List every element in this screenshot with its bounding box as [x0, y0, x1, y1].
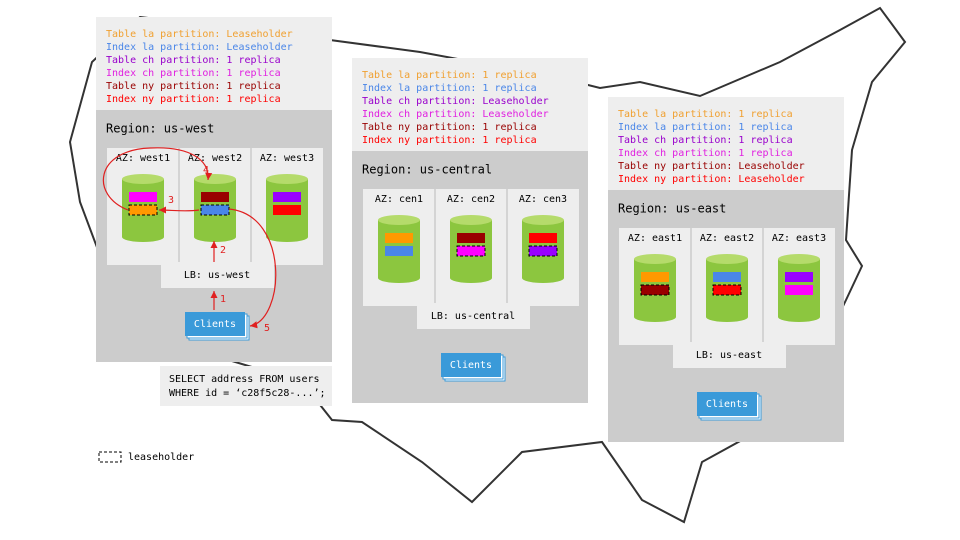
range: [129, 192, 157, 202]
node-cylinder-top: [378, 215, 420, 225]
partition-line: Table la partition: 1 replica: [362, 70, 537, 81]
step-number: 2: [220, 245, 226, 256]
range: [785, 285, 813, 295]
load-balancer-label: LB: us-west: [184, 270, 250, 281]
range: [385, 233, 413, 243]
partition-line: Table ch partition: Leaseholder: [362, 96, 549, 107]
clients-label: Clients: [194, 319, 236, 330]
range: [385, 246, 413, 256]
partition-line: Table ny partition: 1 replica: [106, 81, 281, 92]
node-cylinder-top: [522, 215, 564, 225]
node-cylinder-top: [122, 174, 164, 184]
node-cylinder-top: [634, 254, 676, 264]
range: [200, 204, 230, 216]
range: [641, 272, 669, 282]
partition-panel: [352, 58, 588, 151]
partition-line: Index ch partition: 1 replica: [106, 68, 281, 79]
partition-line: Index ny partition: Leaseholder: [618, 174, 805, 185]
range: [201, 192, 229, 202]
partition-line: Index la partition: 1 replica: [362, 83, 537, 94]
range: [529, 233, 557, 243]
partition-line: Table la partition: Leaseholder: [106, 29, 293, 40]
partition-line: Index ny partition: 1 replica: [106, 94, 281, 105]
partition-line: Index ch partition: 1 replica: [618, 148, 793, 159]
partition-line: Table la partition: 1 replica: [618, 109, 793, 120]
load-balancer-label: LB: us-east: [696, 350, 762, 361]
range: [528, 245, 558, 257]
step-number: 1: [220, 294, 226, 305]
partition-panel: [608, 97, 844, 190]
partition-line: Table ny partition: 1 replica: [362, 122, 537, 133]
clients-label: Clients: [450, 360, 492, 371]
range: [712, 284, 742, 296]
partition-line: Table ch partition: 1 replica: [106, 55, 281, 66]
partition-line: Index la partition: 1 replica: [618, 122, 793, 133]
partition-line: Index ch partition: Leaseholder: [362, 109, 549, 120]
node-cylinder-top: [194, 174, 236, 184]
partition-line: Table ch partition: 1 replica: [618, 135, 793, 146]
az-label: AZ: east2: [700, 233, 754, 244]
arrow: [102, 147, 213, 211]
az-label: AZ: cen1: [375, 194, 423, 205]
az-label: AZ: east1: [628, 233, 682, 244]
node-cylinder-top: [266, 174, 308, 184]
partition-line: Index la partition: Leaseholder: [106, 42, 293, 53]
range: [456, 245, 486, 257]
load-balancer: [417, 303, 530, 329]
az-label: AZ: west3: [260, 153, 314, 164]
az-label: AZ: cen2: [447, 194, 495, 205]
range: [713, 272, 741, 282]
range: [640, 284, 670, 296]
range: [785, 272, 813, 282]
load-balancer: [161, 262, 274, 288]
clients-button: [185, 312, 245, 336]
query-line: WHERE id = ‘c28f5c28-...’;: [169, 388, 326, 399]
arrow: [158, 206, 200, 214]
load-balancer: [673, 342, 786, 368]
region-title: Region: us-east: [618, 202, 726, 216]
partition-line: Index ny partition: 1 replica: [362, 135, 537, 146]
range: [273, 192, 301, 202]
region-title: Region: us-central: [362, 163, 492, 177]
step-number: 5: [264, 323, 270, 334]
clients-label: Clients: [706, 399, 748, 410]
arrow: [228, 208, 277, 329]
region-title: Region: us-west: [106, 122, 214, 136]
az-label: AZ: cen3: [519, 194, 567, 205]
clients-button: [441, 353, 501, 377]
query-box: [160, 366, 332, 406]
node-cylinder-top: [778, 254, 820, 264]
step-number: 4: [203, 165, 209, 176]
clients-button: [697, 392, 757, 416]
az-label: AZ: east3: [772, 233, 826, 244]
load-balancer-label: LB: us-central: [431, 311, 515, 322]
range: [128, 204, 158, 216]
range: [273, 205, 301, 215]
request-arrows: [102, 147, 277, 329]
partition-line: Table ny partition: Leaseholder: [618, 161, 805, 172]
az-label: AZ: west2: [188, 153, 242, 164]
query-line: SELECT address FROM users: [169, 374, 320, 385]
legend-swatch: [98, 451, 122, 463]
az-label: AZ: west1: [116, 153, 170, 164]
node-cylinder-top: [706, 254, 748, 264]
node-cylinder-top: [450, 215, 492, 225]
partition-panel: [96, 17, 332, 110]
range: [457, 233, 485, 243]
legend-label: leaseholder: [128, 452, 194, 463]
step-number: 3: [168, 195, 174, 206]
